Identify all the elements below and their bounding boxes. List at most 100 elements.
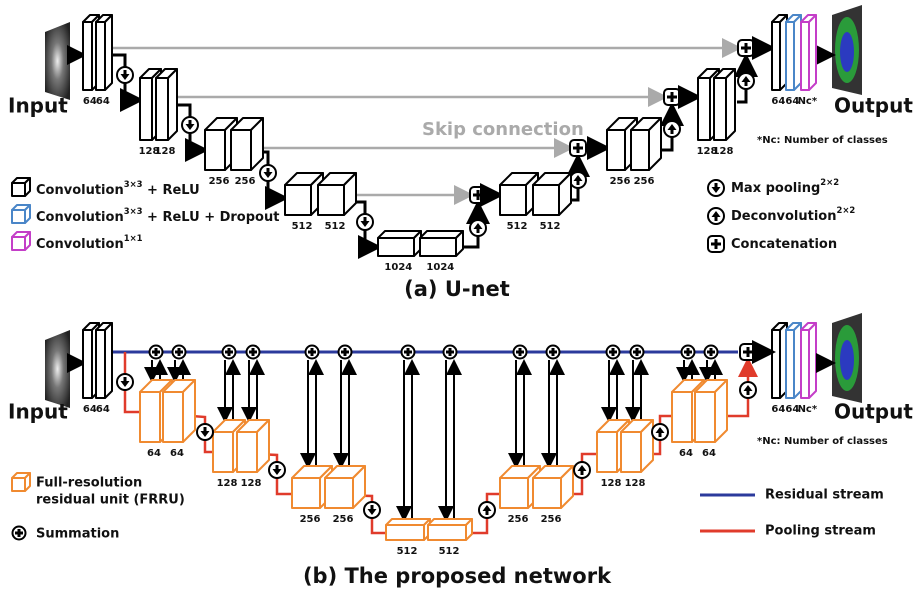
down-icon <box>117 374 133 390</box>
block-front <box>500 185 526 215</box>
sum-icon <box>705 346 718 359</box>
label: Skip connection <box>422 119 584 140</box>
label: 256 <box>610 176 631 187</box>
label: 512 <box>439 546 460 557</box>
legend-label: Concatenation <box>731 237 837 252</box>
text-part: Convolution <box>36 237 124 252</box>
label: 256 <box>300 514 321 525</box>
block-front <box>285 185 311 215</box>
label: Summation <box>36 527 119 542</box>
label: Output <box>834 94 913 118</box>
down-icon <box>260 165 276 181</box>
label: 64 <box>96 404 110 415</box>
label: 512 <box>397 546 418 557</box>
label: 512 <box>540 221 561 232</box>
block-front <box>12 478 25 491</box>
legend-label: Convolution3×3 + ReLU + Dropout <box>36 206 279 225</box>
label: 128 <box>155 146 176 157</box>
up-icon <box>574 462 590 478</box>
up-icon <box>570 172 586 188</box>
block-side <box>809 15 816 90</box>
layer-block <box>378 231 421 256</box>
block-front <box>96 330 105 398</box>
layer-block <box>96 15 112 90</box>
block-front <box>533 478 561 508</box>
label: 128 <box>601 478 622 489</box>
layer-block <box>801 323 816 398</box>
layer-block <box>714 69 735 140</box>
input-image <box>45 330 70 408</box>
layer-block <box>772 323 787 398</box>
text-part: Max pooling <box>731 181 820 196</box>
label: 64 <box>702 448 716 459</box>
block-front <box>772 330 780 398</box>
sum-icon <box>173 346 186 359</box>
block-front <box>500 478 528 508</box>
label: 512 <box>325 221 346 232</box>
superscript: 3×3 <box>124 206 143 216</box>
layer-block <box>786 15 801 90</box>
up-icon <box>664 121 680 137</box>
layer-block <box>163 380 195 442</box>
layer-block <box>533 466 573 508</box>
figure: 6464128128256256512512102410245125122562… <box>0 0 914 591</box>
block-side <box>809 323 816 398</box>
label: (a) U-net <box>404 277 510 301</box>
block-side <box>105 323 112 398</box>
label: Input <box>8 400 68 424</box>
layer-block <box>231 118 263 170</box>
layer-block <box>96 323 112 398</box>
block-front <box>672 392 692 442</box>
legend-label: Convolution3×3 + ReLU <box>36 179 200 198</box>
layer-block <box>631 118 661 170</box>
text-part: Deconvolution <box>731 209 836 224</box>
superscript: 1×1 <box>124 233 143 243</box>
label: Output <box>834 400 913 424</box>
sum-icon <box>306 346 319 359</box>
sum-icon <box>631 346 644 359</box>
block-front <box>140 392 160 442</box>
superscript: 2×2 <box>820 177 839 187</box>
label: Residual stream <box>765 488 884 503</box>
sum-icon <box>514 346 527 359</box>
down-icon <box>364 502 380 518</box>
block-front <box>698 78 710 140</box>
layer-block <box>325 466 365 508</box>
label: 64 <box>679 448 693 459</box>
block-front <box>378 238 414 256</box>
plus-icon <box>708 236 724 252</box>
block-side <box>168 69 177 140</box>
sum-icon <box>13 527 26 540</box>
label: 512 <box>507 221 528 232</box>
block-side <box>105 15 112 90</box>
label: 256 <box>541 514 562 525</box>
block-front <box>801 330 809 398</box>
label: *Nc: Number of classes <box>757 135 888 146</box>
up-icon <box>470 220 486 236</box>
label: Nc* <box>798 404 818 415</box>
text-part: + ReLU <box>143 183 200 198</box>
block-front <box>237 432 257 472</box>
legend-label: Deconvolution2×2 <box>731 205 855 224</box>
label: 256 <box>333 514 354 525</box>
block-front <box>801 22 809 90</box>
layer-block <box>621 420 653 472</box>
block-front <box>325 478 353 508</box>
label: 256 <box>235 176 256 187</box>
sum-icon <box>339 346 352 359</box>
block-front <box>621 432 641 472</box>
block-front <box>428 525 466 540</box>
sum-icon <box>607 346 620 359</box>
block-front <box>772 22 780 90</box>
layer-block <box>156 69 177 140</box>
sum-icon <box>223 346 236 359</box>
label: 1024 <box>426 262 454 273</box>
block-front <box>213 432 233 472</box>
block-side <box>726 69 735 140</box>
layer-block <box>12 232 30 250</box>
block-front <box>533 185 559 215</box>
label: 128 <box>241 478 262 489</box>
sum-icon <box>444 346 457 359</box>
block-front <box>318 185 344 215</box>
block-front <box>386 525 424 540</box>
